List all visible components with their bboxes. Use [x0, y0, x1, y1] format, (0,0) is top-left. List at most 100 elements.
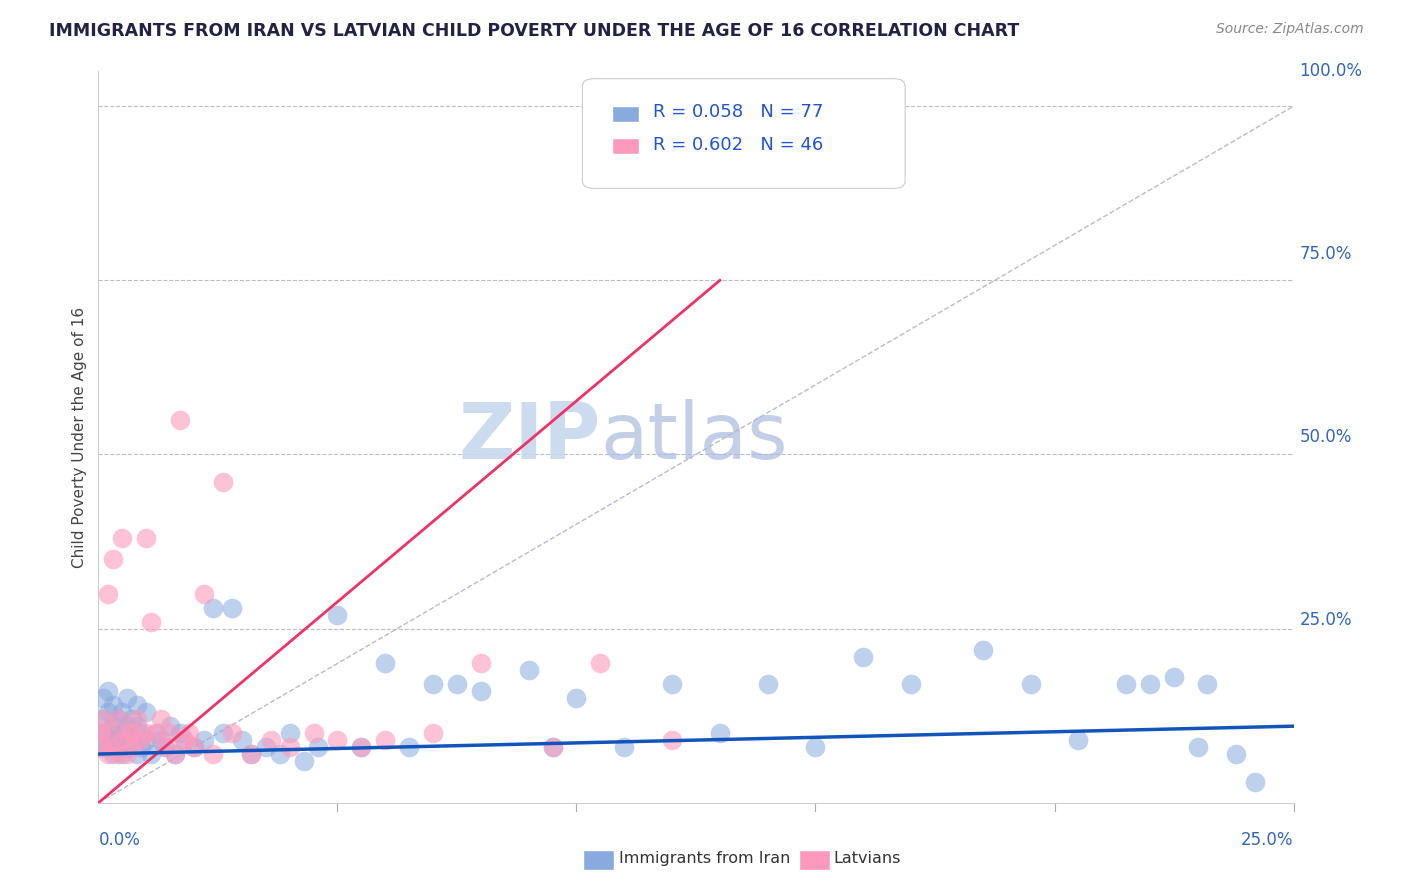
Point [107, 712, 129, 726]
Point [121, 712, 143, 726]
Point [278, 740, 301, 755]
Point [149, 733, 172, 747]
Point [211, 475, 233, 490]
Point [97, 705, 120, 719]
Point [91, 740, 114, 755]
Point [240, 747, 263, 761]
Point [97, 747, 120, 761]
Point [179, 726, 201, 740]
Point [125, 712, 148, 726]
FancyBboxPatch shape [613, 106, 638, 122]
Point [221, 726, 243, 740]
Point [173, 733, 195, 747]
Point [1187, 740, 1209, 755]
Point [1163, 670, 1185, 684]
Point [121, 740, 143, 755]
Point [1019, 677, 1042, 691]
Point [91, 712, 114, 726]
Point [541, 740, 564, 755]
Point [422, 677, 444, 691]
Point [541, 740, 564, 755]
Point [852, 649, 875, 664]
Point [1067, 733, 1090, 747]
Point [111, 705, 134, 719]
Point [107, 712, 129, 726]
Point [804, 740, 827, 755]
Point [1225, 747, 1247, 761]
Point [254, 740, 277, 755]
Point [661, 733, 683, 747]
Point [111, 531, 134, 545]
Point [101, 747, 124, 761]
Text: Latvians: Latvians [834, 851, 901, 865]
Point [145, 726, 167, 740]
Point [149, 712, 172, 726]
Point [107, 740, 129, 755]
Point [972, 642, 994, 657]
Text: atlas: atlas [600, 399, 787, 475]
Point [131, 726, 153, 740]
Point [269, 747, 291, 761]
Point [115, 747, 138, 761]
Point [111, 733, 134, 747]
Point [613, 740, 636, 755]
Point [1115, 677, 1137, 691]
Point [111, 747, 134, 761]
Text: 25.0%: 25.0% [1299, 611, 1353, 629]
Point [97, 684, 120, 698]
FancyBboxPatch shape [582, 78, 905, 188]
Point [193, 733, 215, 747]
Point [125, 698, 148, 713]
Point [517, 664, 540, 678]
Point [155, 740, 177, 755]
Point [101, 719, 124, 733]
Point [107, 733, 129, 747]
Point [101, 698, 124, 713]
Point [115, 691, 138, 706]
Point [163, 747, 186, 761]
Point [278, 726, 301, 740]
Text: ZIP: ZIP [458, 399, 600, 475]
Point [131, 733, 153, 747]
Point [1197, 677, 1219, 691]
Point [326, 607, 349, 622]
Text: 50.0%: 50.0% [1299, 428, 1353, 446]
Point [756, 677, 779, 691]
Point [121, 733, 143, 747]
Point [589, 657, 612, 671]
Point [1139, 677, 1161, 691]
Point [709, 726, 731, 740]
Point [900, 677, 922, 691]
Text: 75.0%: 75.0% [1299, 245, 1353, 263]
Point [374, 657, 396, 671]
Point [135, 531, 157, 545]
Point [90, 740, 112, 755]
Point [135, 726, 157, 740]
Point [135, 705, 157, 719]
Text: 100.0%: 100.0% [1299, 62, 1362, 80]
Point [307, 740, 329, 755]
Point [302, 726, 325, 740]
Point [135, 733, 157, 747]
Point [155, 740, 177, 755]
Point [101, 733, 124, 747]
Point [90, 726, 112, 740]
Point [661, 677, 683, 691]
Point [374, 733, 396, 747]
Point [292, 754, 315, 768]
Point [125, 747, 148, 761]
Point [101, 552, 124, 566]
Point [107, 747, 129, 761]
Point [193, 587, 215, 601]
Point [240, 747, 263, 761]
Point [202, 747, 225, 761]
Point [115, 726, 138, 740]
Point [121, 726, 143, 740]
Point [169, 412, 191, 426]
Point [183, 740, 205, 755]
FancyBboxPatch shape [613, 138, 638, 154]
Point [398, 740, 420, 755]
Point [139, 747, 162, 761]
Point [115, 740, 138, 755]
Text: Source: ZipAtlas.com: Source: ZipAtlas.com [1216, 22, 1364, 37]
